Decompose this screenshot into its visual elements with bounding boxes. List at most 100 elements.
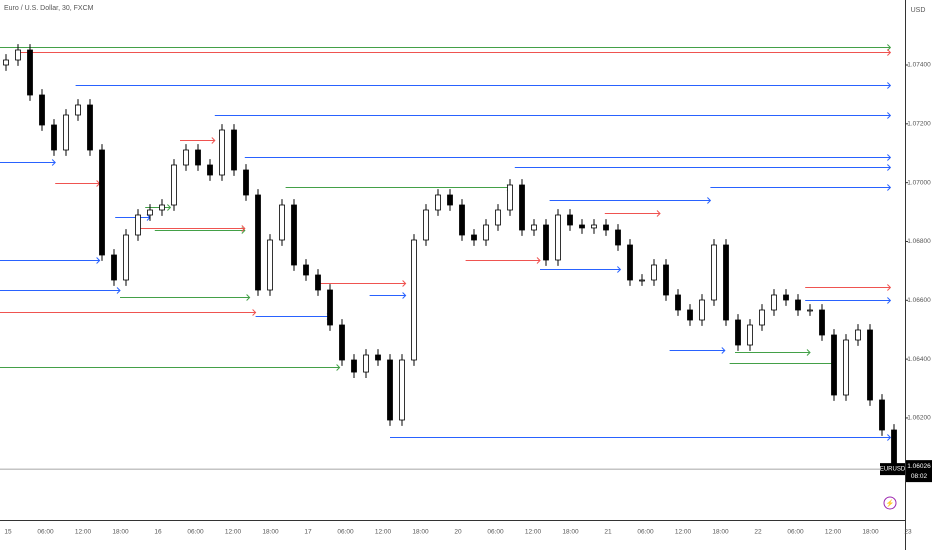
x-tick-label: 06:00 [787,529,804,536]
candle-body [507,184,513,211]
candle-body [27,49,33,96]
last-price-label: 1.06026 [907,463,931,470]
candle-body [219,129,225,176]
candle-body [3,59,9,66]
candle-body [771,294,777,311]
level-arrow [887,49,892,56]
x-tick-label: 18:00 [412,529,429,536]
candle-body [603,224,609,231]
candle-body [375,354,381,361]
level-arrow [241,225,246,232]
candle-body [699,299,705,321]
y-tick-label: 1.06400 [907,356,931,363]
level-arrow [536,257,541,264]
x-tick-label: 22 [754,529,762,536]
x-tick-label: 12:00 [675,529,692,536]
candle-body [135,214,141,236]
level-arrow [167,204,172,211]
x-tick-label: 20 [454,529,462,536]
candle-body [171,164,177,206]
candle-body [423,209,429,241]
x-tick-label: 18:00 [862,529,879,536]
candle-body [147,209,153,216]
candle-body [315,274,321,291]
candle-body [327,289,333,326]
countdown-label: 08:02 [911,473,928,480]
level-arrow [617,266,622,273]
candle-body [843,339,849,396]
level-arrow [116,287,121,294]
x-tick-label: 18:00 [712,529,729,536]
candle-body [783,294,789,301]
y-tick-label: 1.07000 [907,179,931,186]
candle-body [651,264,657,281]
candle-body [207,164,213,176]
level-arrow [887,44,892,51]
level-arrow [707,197,712,204]
x-tick-label: 12:00 [225,529,242,536]
candle-body [675,294,681,311]
level-arrow [887,164,892,171]
x-tick-label: 06:00 [337,529,354,536]
candle-body [555,214,561,261]
level-arrow [887,434,892,441]
candle-body [39,94,45,126]
candle-body [723,244,729,321]
candle-body [291,204,297,266]
level-arrow [252,309,257,316]
candle-body [747,324,753,346]
candle-body [531,224,537,231]
level-arrow [887,112,892,119]
x-tick-label: 06:00 [487,529,504,536]
candle-body [447,194,453,206]
candle-body [819,309,825,336]
currency-label: USD [911,7,926,14]
candle-body [15,49,21,61]
candle-body [159,204,165,211]
candle-body [759,309,765,326]
level-arrow [887,284,892,291]
x-tick-label: 12:00 [375,529,392,536]
candle-body [735,319,741,346]
candle-body [471,234,477,241]
level-arrow [51,159,56,166]
x-tick-label: 12:00 [825,529,842,536]
candle-body [807,309,813,312]
candle-body [183,149,189,166]
level-arrow [806,349,811,356]
candle-body [639,279,645,282]
candle-body [891,429,897,469]
candle-body [255,194,261,291]
level-arrow [336,364,341,371]
candle-body [195,149,201,166]
candle-body [831,334,837,396]
candle-body [435,194,441,211]
level-arrow [887,82,892,89]
level-arrow [656,210,661,217]
candle-body [123,234,129,281]
candle-body [543,224,549,261]
candle-body [519,184,525,231]
candle-body [351,359,357,373]
candle-body [87,104,93,151]
chart-title: Euro / U.S. Dollar, 30, FXCM [4,5,94,12]
candle-body [711,244,717,301]
x-tick-label: 23 [904,529,912,536]
candle-body [63,114,69,151]
y-tick-label: 1.06800 [907,238,931,245]
y-tick-label: 1.06200 [907,415,931,422]
candle-body [459,204,465,236]
level-arrow [96,257,101,264]
level-arrow [246,294,251,301]
candle-body [339,324,345,361]
event-icon[interactable] [883,496,897,510]
candle-body [627,244,633,281]
candle-body [483,224,489,241]
candle-body [363,354,369,373]
candle-body [399,359,405,421]
level-arrow [721,347,726,354]
candle-body [495,209,501,226]
